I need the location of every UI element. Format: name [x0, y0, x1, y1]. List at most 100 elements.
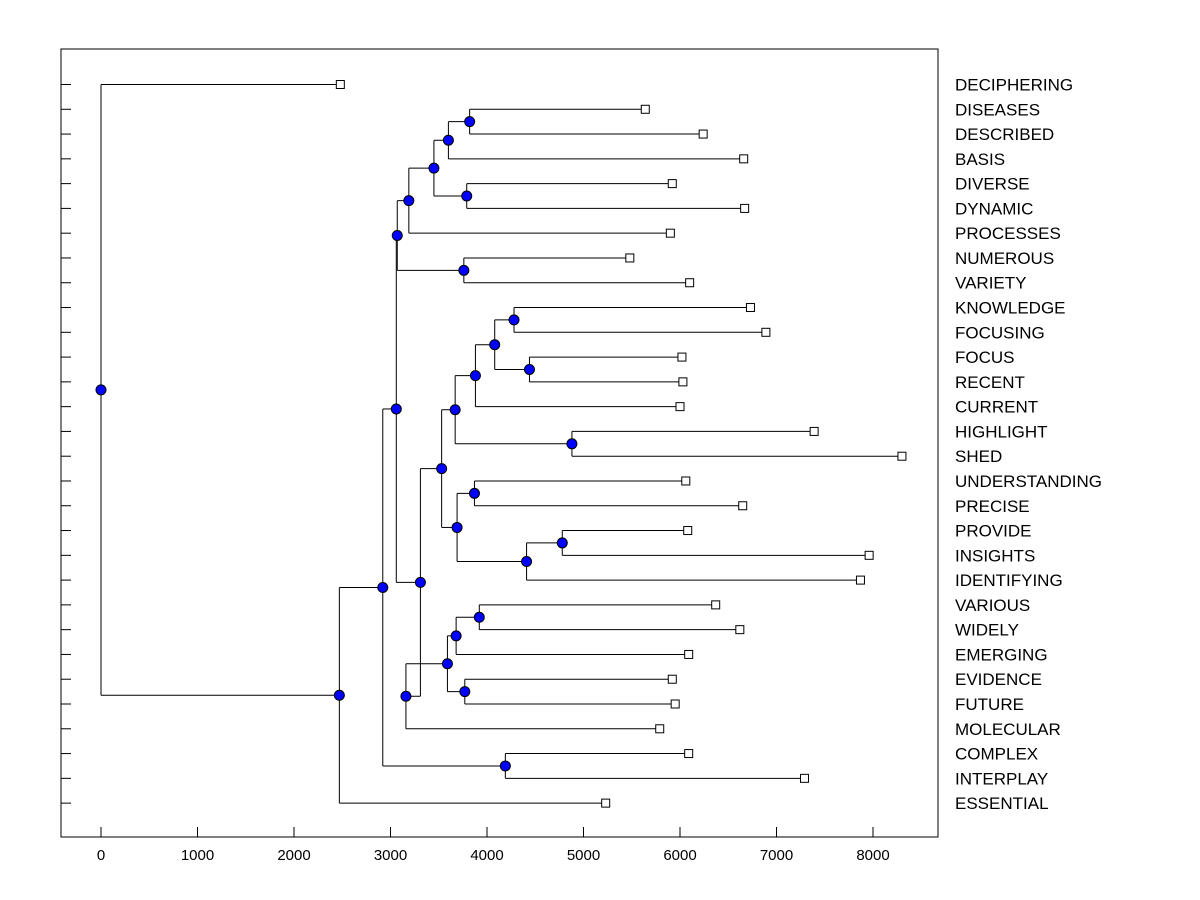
merge-node [441, 658, 453, 670]
merge-nodes [95, 116, 578, 772]
leaf-marker [601, 798, 611, 808]
leaf-marker [667, 674, 677, 684]
x-tick-label: 6000 [663, 847, 696, 864]
merge-node [499, 760, 511, 772]
x-tick-label: 1000 [181, 847, 214, 864]
merge-node [556, 537, 568, 549]
leaf-label: INTERPLAY [955, 769, 1048, 788]
leaf-label: EMERGING [955, 645, 1048, 664]
x-tick-label: 4000 [470, 847, 503, 864]
leaf-label: DYNAMIC [955, 199, 1033, 218]
leaf-markers [335, 80, 907, 808]
merge-node [450, 630, 462, 642]
merge-node [489, 339, 501, 351]
leaf-marker [735, 625, 745, 635]
merge-node [377, 581, 389, 593]
leaf-marker [711, 600, 721, 610]
merge-node [403, 195, 415, 207]
merge-node [458, 264, 470, 276]
merge-node [414, 576, 426, 588]
leaf-marker [809, 426, 819, 436]
merge-node [428, 162, 440, 174]
leaf-marker [745, 303, 755, 313]
leaf-label: PROCESSES [955, 224, 1061, 243]
merge-node [95, 384, 107, 396]
leaf-marker [681, 476, 691, 486]
x-axis: 0 1000 2000 3000 4000 5000 6000 7000 8000 [97, 827, 890, 864]
leaf-marker [864, 550, 874, 560]
merge-node [469, 370, 481, 382]
leaf-label: PRECISE [955, 497, 1030, 516]
x-tick-label: 2000 [277, 847, 310, 864]
leaf-label: RECENT [955, 373, 1025, 392]
leaf-label: UNDERSTANDING [955, 472, 1102, 491]
merge-node [473, 611, 485, 623]
leaf-label: VARIOUS [955, 596, 1030, 615]
leaf-marker [855, 575, 865, 585]
leaf-label: FUTURE [955, 695, 1024, 714]
leaf-label: FOCUS [955, 348, 1015, 367]
leaf-marker [678, 377, 688, 387]
leaf-label: BASIS [955, 150, 1005, 169]
leaf-marker [897, 451, 907, 461]
leaf-label: DESCRIBED [955, 125, 1054, 144]
merge-node [451, 521, 463, 533]
y-axis-ticks [61, 84, 71, 804]
leaf-label: WIDELY [955, 621, 1019, 640]
leaf-marker [335, 80, 345, 89]
leaf-marker [684, 649, 694, 659]
leaf-marker [640, 104, 650, 114]
merge-node [449, 404, 461, 416]
leaf-label: NUMEROUS [955, 249, 1054, 268]
merge-node [508, 314, 520, 326]
leaf-marker [655, 724, 665, 734]
x-tick-label: 7000 [760, 847, 793, 864]
leaf-label: CURRENT [955, 398, 1038, 417]
merge-node [400, 690, 412, 702]
leaf-label: ESSENTIAL [955, 794, 1049, 813]
merge-node [523, 363, 535, 375]
leaf-marker [625, 253, 635, 263]
leaf-marker [799, 773, 809, 783]
merge-node [442, 134, 454, 146]
merge-node [521, 556, 533, 568]
leaf-label: INSIGHTS [955, 546, 1035, 565]
x-tick-label: 3000 [374, 847, 407, 864]
merge-node [459, 686, 471, 698]
leaf-marker [675, 402, 685, 412]
leaf-label: COMPLEX [955, 745, 1038, 764]
leaf-marker [685, 278, 695, 288]
leaf-marker [684, 749, 694, 759]
x-tick-label: 0 [97, 847, 105, 864]
leaf-label: DECIPHERING [955, 76, 1073, 95]
x-tick-label: 8000 [856, 847, 889, 864]
merge-node [436, 463, 448, 475]
merge-node [391, 230, 403, 242]
leaf-marker [738, 501, 748, 511]
merge-node [566, 438, 578, 450]
leaf-label: DISEASES [955, 100, 1040, 119]
leaf-label: IDENTIFYING [955, 571, 1063, 590]
leaf-marker [667, 179, 677, 189]
merge-node [333, 689, 345, 701]
leaf-marker [739, 154, 749, 164]
leaf-marker [670, 699, 680, 709]
leaf-label: PROVIDE [955, 522, 1032, 541]
leaf-marker [677, 352, 687, 362]
leaf-marker [665, 228, 675, 238]
leaf-label: KNOWLEDGE [955, 299, 1066, 318]
dendrogram-edges [100, 84, 902, 804]
leaf-label: DIVERSE [955, 175, 1030, 194]
leaf-labels: DECIPHERING DISEASES DESCRIBED BASIS DIVERSE… [955, 76, 1102, 814]
leaf-label: SHED [955, 447, 1002, 466]
merge-node [461, 190, 473, 202]
leaf-marker [740, 203, 750, 213]
merge-node [390, 403, 402, 415]
leaf-label: VARIETY [955, 274, 1026, 293]
leaf-marker [761, 327, 771, 337]
leaf-label: FOCUSING [955, 323, 1045, 342]
leaf-marker [683, 526, 693, 536]
x-tick-label: 5000 [567, 847, 600, 864]
merge-node [464, 116, 476, 128]
